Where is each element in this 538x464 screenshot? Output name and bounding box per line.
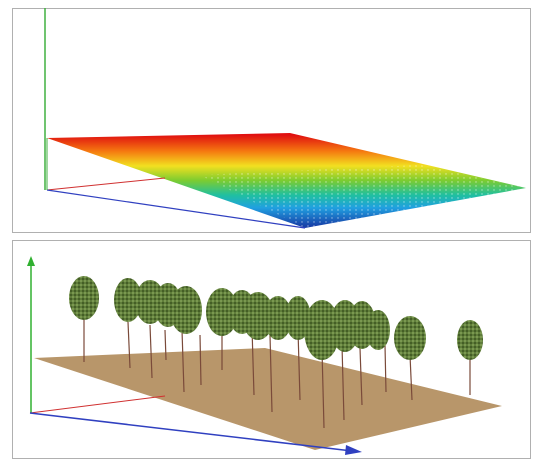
top-viewer[interactable] (13, 8, 531, 233)
bottom-viewer[interactable] (13, 241, 531, 459)
page (0, 0, 538, 464)
screenshot (0, 0, 538, 464)
